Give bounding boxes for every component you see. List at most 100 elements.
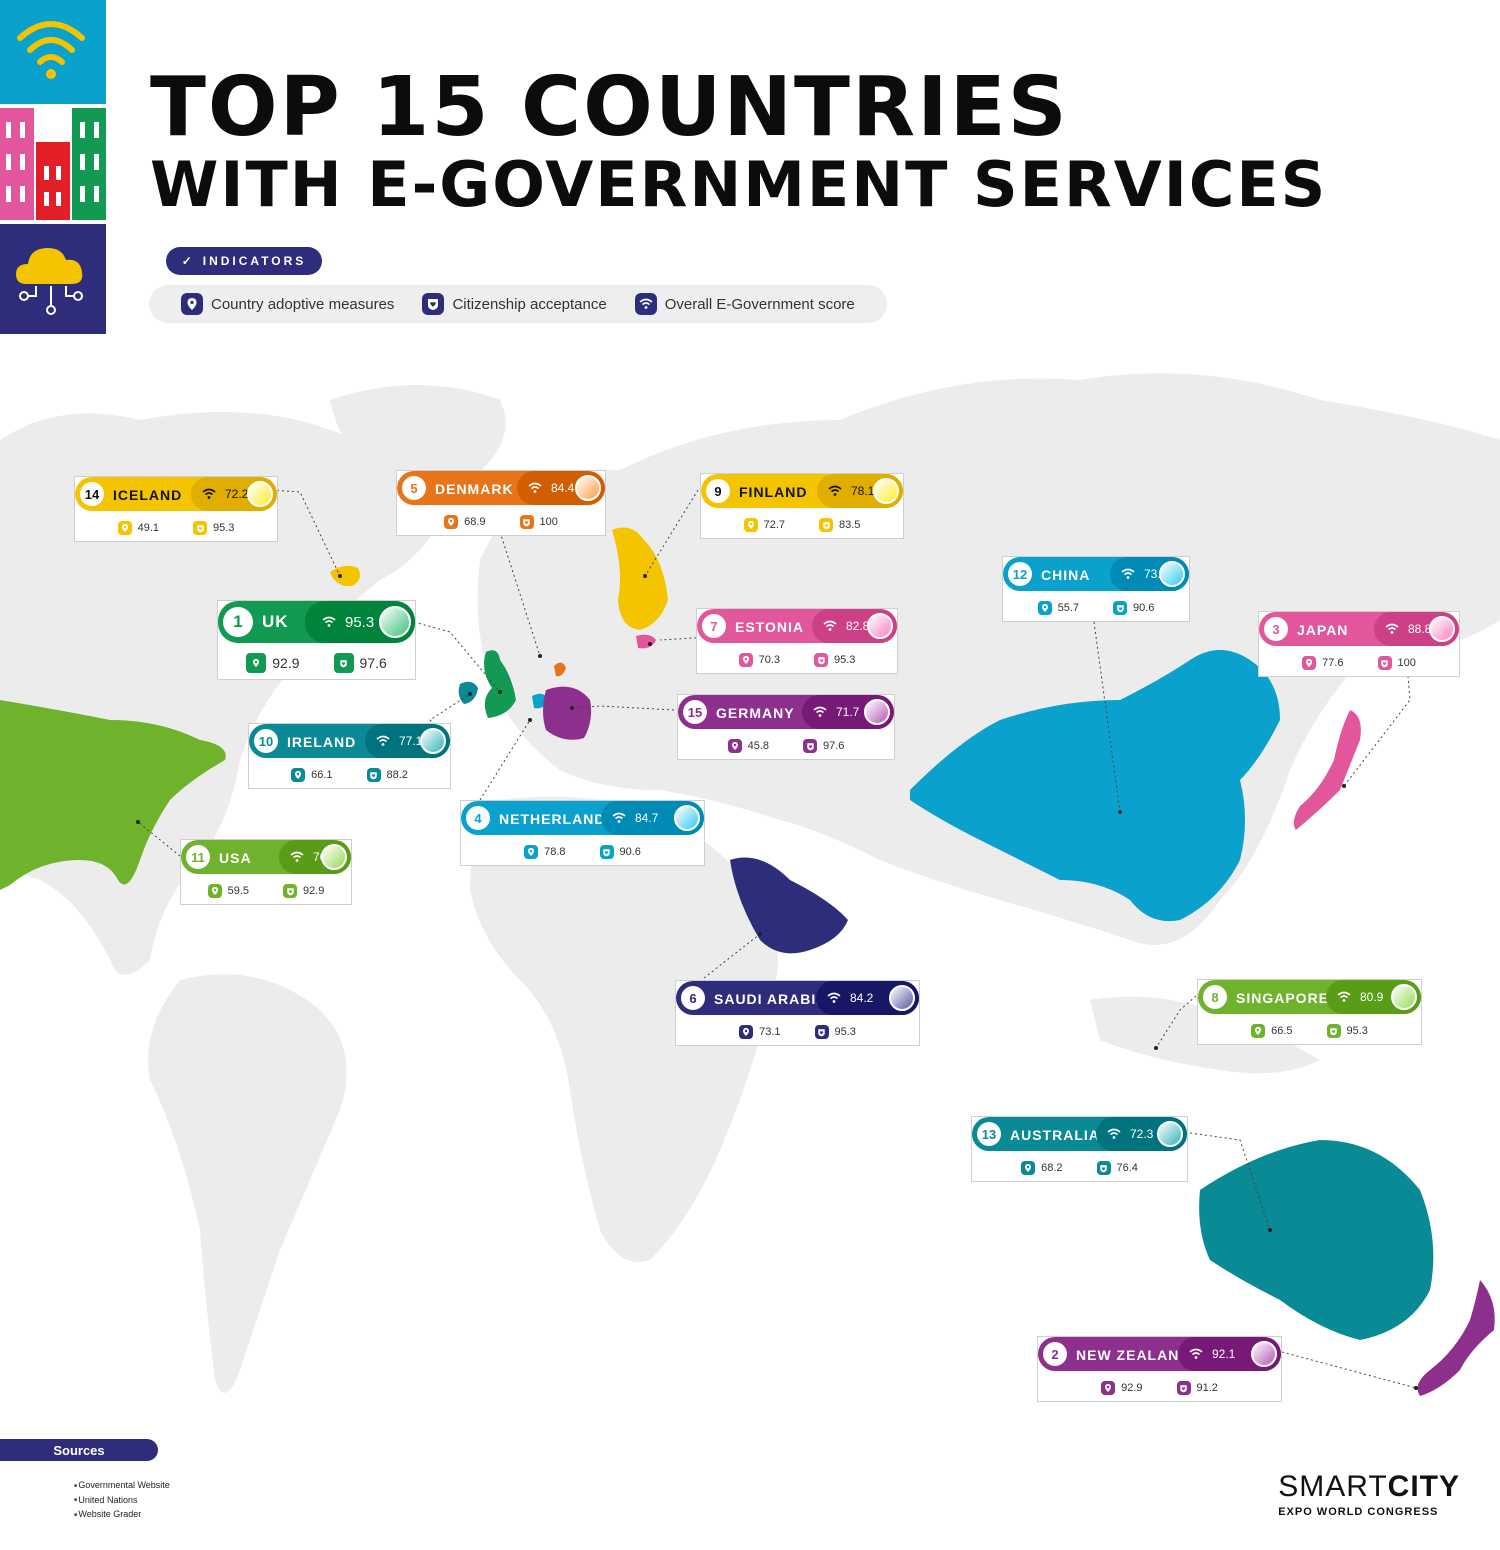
location-pin-icon: [738, 653, 753, 667]
rank-badge: 14: [80, 482, 104, 506]
overall-score: 77.1: [399, 734, 423, 748]
wifi-icon: [1384, 623, 1400, 635]
acceptance-value: 83.5: [839, 519, 861, 531]
wifi-icon: [375, 735, 391, 747]
measures-value: 73.1: [759, 1026, 781, 1038]
location-pin-icon: [743, 518, 758, 532]
country-shape-new-zealand: [1417, 1280, 1495, 1396]
rank-badge: 5: [402, 476, 426, 500]
heart-shield-icon: [819, 518, 833, 532]
heart-shield-icon: [333, 653, 354, 673]
card-indicators: 68.2 76.4: [972, 1155, 1187, 1181]
country-name: DENMARK: [435, 481, 514, 497]
flag-icon: [889, 985, 915, 1011]
measures-value: 78.8: [544, 846, 566, 858]
wifi-icon: [527, 482, 543, 494]
wifi-icon: [827, 485, 843, 497]
landmass-south-america: [148, 974, 347, 1393]
location-pin-icon: [727, 739, 742, 753]
measures-value-group: 77.6: [1302, 656, 1344, 670]
flag-icon: [1391, 984, 1417, 1010]
country-name: SAUDI ARABIA: [714, 991, 828, 1007]
overall-score: 71.7: [836, 705, 860, 719]
acceptance-value: 91.2: [1196, 1382, 1218, 1394]
heart-shield-icon: [422, 293, 445, 315]
brand-subtitle: EXPO WORLD CONGRESS: [1278, 1506, 1439, 1518]
card-header: 1 UK 95.3: [218, 601, 415, 643]
card-indicators: 45.8 97.6: [678, 733, 894, 759]
rank-badge: 3: [1264, 617, 1288, 641]
card-indicators: 77.6 100: [1259, 650, 1459, 676]
indicators-label: INDICATORS: [202, 254, 307, 268]
acceptance-value: 95.3: [213, 522, 235, 534]
measures-value: 55.7: [1057, 602, 1079, 614]
measures-value: 59.5: [227, 885, 249, 897]
acceptance-value: 90.6: [619, 846, 641, 858]
acceptance-value: 95.3: [834, 654, 856, 666]
country-card-netherlands: 4 NETHERLANDS 84.7 78.8 90.6: [460, 800, 705, 866]
overall-score: 84.2: [850, 991, 874, 1005]
acceptance-value-group: 95.3: [814, 1025, 856, 1039]
card-header: 4 NETHERLANDS 84.7: [461, 801, 704, 835]
location-pin-icon: [444, 515, 459, 529]
card-indicators: 66.1 88.2: [249, 762, 450, 788]
country-name: NETHERLANDS: [499, 811, 616, 827]
flag-icon: [1251, 1341, 1277, 1367]
card-indicators: 92.9 91.2: [1038, 1375, 1281, 1401]
measures-value: 92.9: [272, 655, 300, 671]
flag-icon: [321, 844, 347, 870]
measures-value-group: 73.1: [739, 1025, 781, 1039]
card-header: 12 CHINA 73.1: [1003, 557, 1189, 591]
measures-value-group: 59.5: [207, 884, 249, 898]
overall-score: 82.8: [846, 619, 870, 633]
rank-badge: 2: [1043, 1342, 1067, 1366]
legend-item-acceptance: Citizenship acceptance: [422, 293, 607, 315]
country-shape-germany: [543, 686, 592, 740]
acceptance-value: 100: [1397, 657, 1416, 669]
country-card-germany: 15 GERMANY 71.7 45.8 97.6: [677, 694, 895, 760]
location-pin-icon: [1251, 1024, 1266, 1038]
rank-badge: 1: [223, 607, 253, 637]
measures-value-group: 66.1: [291, 768, 333, 782]
indicators-legend: Country adoptive measures Citizenship ac…: [149, 285, 887, 323]
flag-icon: [247, 481, 273, 507]
measures-value-group: 55.7: [1037, 601, 1079, 615]
sources-badge: Sources: [0, 1439, 158, 1461]
rank-badge: 13: [977, 1122, 1001, 1146]
country-name: JAPAN: [1297, 622, 1349, 638]
acceptance-value: 92.9: [303, 885, 325, 897]
brand-name-light: SMART: [1278, 1470, 1388, 1503]
card-header: 3 JAPAN 88.8: [1259, 612, 1459, 646]
overall-score: 78.1: [851, 484, 875, 498]
card-header: 13 AUSTRALIA 72.3: [972, 1117, 1187, 1151]
cloud-network-icon: [16, 248, 83, 315]
card-header: 11 USA 76.2: [181, 840, 351, 874]
country-shape-usa: [0, 700, 226, 890]
location-pin-icon: [1021, 1161, 1036, 1175]
card-header: 10 IRELAND 77.1: [249, 724, 450, 758]
wifi-icon: [812, 706, 828, 718]
acceptance-value: 100: [539, 516, 558, 528]
heart-shield-icon: [1113, 601, 1127, 615]
rank-badge: 15: [683, 700, 707, 724]
measures-value-group: 68.2: [1021, 1161, 1063, 1175]
acceptance-value-group: 95.3: [1326, 1024, 1368, 1038]
flag-icon: [873, 478, 899, 504]
rank-badge: 11: [186, 845, 210, 869]
flag-icon: [674, 805, 700, 831]
location-pin-icon: [181, 293, 203, 315]
source-item: Website Grader: [74, 1507, 170, 1522]
flag-icon: [1159, 561, 1185, 587]
country-name: UK: [262, 612, 289, 631]
card-indicators: 78.8 90.6: [461, 839, 704, 865]
location-pin-icon: [207, 884, 222, 898]
acceptance-value-group: 100: [519, 515, 558, 529]
overall-score: 72.2: [225, 487, 249, 501]
card-header: 7 ESTONIA 82.8: [697, 609, 897, 643]
card-indicators: 68.9 100: [397, 509, 605, 535]
source-item: United Nations: [74, 1493, 170, 1508]
country-card-ireland: 10 IRELAND 77.1 66.1 88.2: [248, 723, 451, 789]
country-card-estonia: 7 ESTONIA 82.8 70.3 95.3: [696, 608, 898, 674]
legend-label-acceptance: Citizenship acceptance: [452, 295, 607, 313]
measures-value: 49.1: [137, 522, 159, 534]
